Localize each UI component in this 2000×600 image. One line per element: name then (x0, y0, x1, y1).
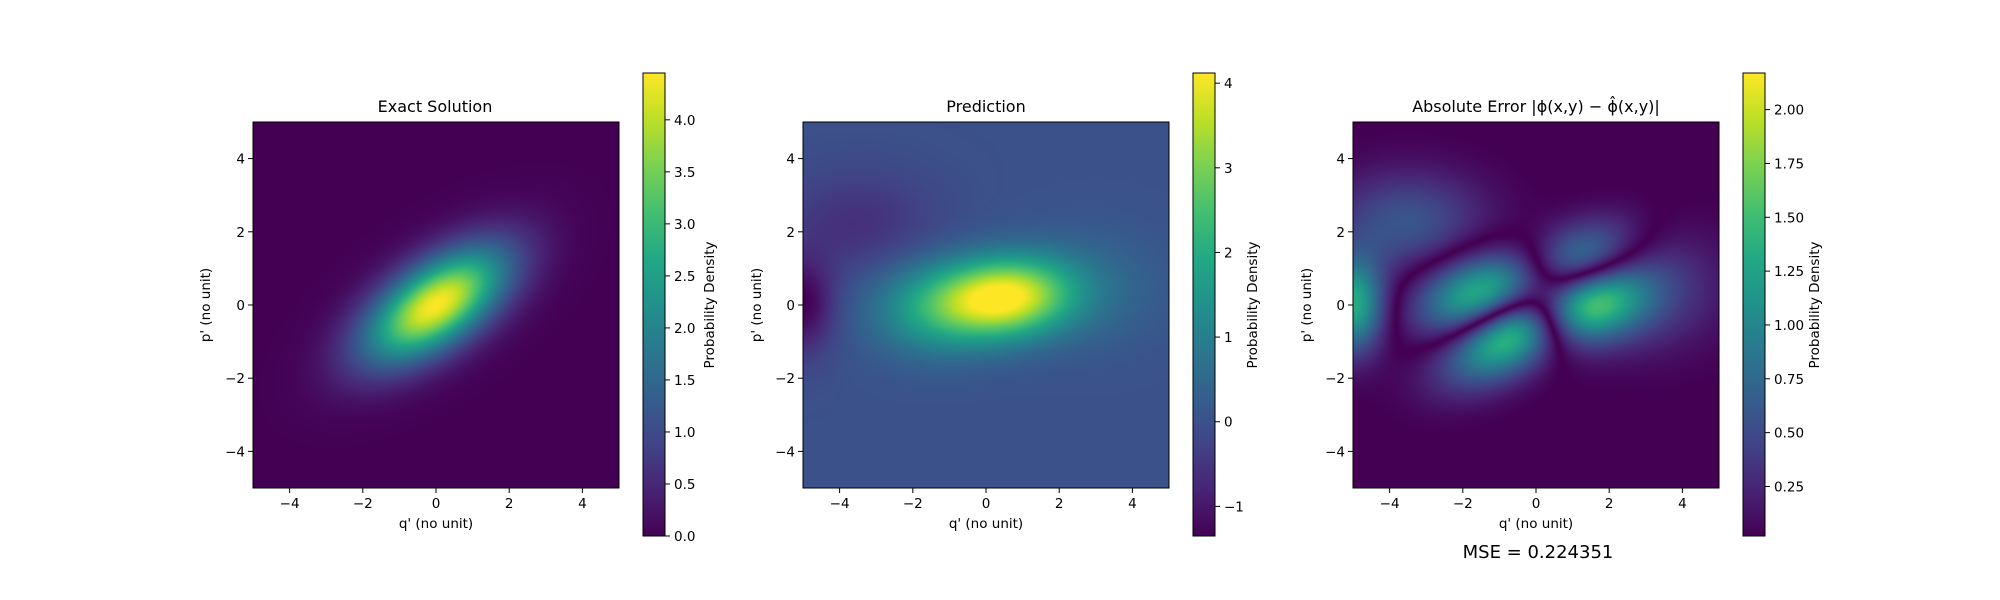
panel-title: Absolute Error |ϕ(x,y) − ϕ̂(x,y)| (1412, 96, 1660, 116)
panel-title: Exact Solution (378, 97, 493, 116)
colorbar-tick-label: 1.25 (1774, 264, 1804, 280)
colorbar-ticks: 0.0 0.5 1.0 1.5 2.0 2.5 3.0 3.5 4.0 (665, 113, 695, 545)
y-tick-label: −4 (775, 444, 795, 460)
colorbar-tick-label: 0.5 (674, 477, 695, 493)
x-tick-label: −4 (280, 496, 300, 512)
colorbar-label: Probability Density (1807, 242, 1823, 369)
x-tick-label: 2 (505, 496, 514, 512)
y-tick-label: 4 (1336, 152, 1345, 168)
x-tick-label: 0 (1532, 496, 1541, 512)
x-tick-label: −4 (830, 496, 850, 512)
y-tick-label: −2 (1325, 371, 1345, 387)
colorbar-tick-label: 1.75 (1774, 156, 1804, 172)
colorbar-tick-label: 1.5 (674, 373, 695, 389)
y-tick-label: 2 (786, 225, 795, 241)
panel-absolute-error: Absolute Error |ϕ(x,y) − ϕ̂(x,y)| −4 −2 0 2… (1299, 72, 1823, 563)
y-tick-label: 0 (786, 298, 795, 314)
heatmap-image (253, 122, 619, 488)
colorbar-tick-label: 0.50 (1774, 426, 1804, 442)
colorbar-ticks: 0.25 0.50 0.75 1.00 1.25 1.50 1.75 2.00 (1765, 103, 1804, 495)
heatmap-image (803, 122, 1169, 488)
x-tick-label: −2 (903, 496, 923, 512)
panel-title: Prediction (946, 97, 1025, 116)
y-tick-label: 2 (236, 225, 245, 241)
y-tick-label: 2 (1336, 225, 1345, 241)
heatmap-image (1353, 122, 1719, 488)
colorbar-tick-label: 0 (1224, 415, 1233, 431)
colorbar-tick-label: 2.5 (674, 269, 695, 285)
y-tick-label: 4 (786, 152, 795, 168)
colorbar-tick-label: 1.0 (674, 425, 695, 441)
y-tick-label: −2 (775, 371, 795, 387)
y-axis-label: p' (no unit) (749, 268, 765, 342)
x-tick-label: 4 (578, 496, 587, 512)
colorbar-tick-label: 3.5 (674, 165, 695, 181)
x-tick-label: −2 (353, 496, 373, 512)
x-tick-label: 4 (1128, 496, 1137, 512)
colorbar-tick-label: 0.75 (1774, 372, 1804, 388)
x-tick-label: 2 (1055, 496, 1064, 512)
y-axis-label: p' (no unit) (198, 268, 214, 342)
x-axis-label: q' (no unit) (1499, 516, 1573, 532)
y-tick-label: 0 (1336, 298, 1345, 314)
colorbar-label: Probability Density (1245, 242, 1261, 369)
axis-ticks: −4 −2 0 2 4 −4 −2 0 2 4 (1325, 152, 1687, 512)
mse-annotation: MSE = 0.224351 (1463, 542, 1614, 563)
x-tick-label: 2 (1605, 496, 1614, 512)
colorbar (642, 72, 666, 537)
y-tick-label: 4 (236, 152, 245, 168)
y-tick-label: −2 (225, 371, 245, 387)
panel-exact-solution: Exact Solution −4 −2 0 2 4 −4 −2 0 2 4 q' (no uni… (198, 72, 718, 545)
x-tick-label: 4 (1678, 496, 1687, 512)
colorbar-tick-label: 2.00 (1774, 103, 1804, 119)
y-tick-label: −4 (225, 444, 245, 460)
colorbar-tick-label: 2 (1224, 245, 1233, 261)
x-axis-label: q' (no unit) (949, 516, 1023, 532)
y-axis-label: p' (no unit) (1299, 268, 1315, 342)
axis-ticks: −4 −2 0 2 4 −4 −2 0 2 4 (775, 152, 1137, 512)
y-tick-label: −4 (1325, 444, 1345, 460)
colorbar-tick-label: 0.25 (1774, 479, 1804, 495)
x-tick-label: 0 (432, 496, 441, 512)
colorbar-tick-label: 3.0 (674, 217, 695, 233)
x-axis-label: q' (no unit) (399, 516, 473, 532)
colorbar-ticks: −1 0 1 2 3 4 (1215, 76, 1244, 515)
colorbar-tick-label: 1 (1224, 330, 1233, 346)
colorbar-tick-label: 0.0 (674, 529, 695, 545)
panel-prediction: Prediction −4 −2 0 2 4 −4 −2 0 2 4 q' (no unit) p… (749, 72, 1261, 537)
x-tick-label: −4 (1380, 496, 1400, 512)
colorbar-tick-label: 2.0 (674, 321, 695, 337)
colorbar-tick-label: −1 (1224, 499, 1244, 515)
colorbar-tick-label: 1.00 (1774, 318, 1804, 334)
colorbar-tick-label: 4.0 (674, 113, 695, 129)
axis-ticks: −4 −2 0 2 4 −4 −2 0 2 4 (225, 152, 587, 512)
y-tick-label: 0 (236, 298, 245, 314)
x-tick-label: −2 (1453, 496, 1473, 512)
x-tick-label: 0 (982, 496, 991, 512)
colorbar-label: Probability Density (702, 242, 718, 369)
colorbar-tick-label: 3 (1224, 161, 1233, 177)
colorbar (1192, 72, 1216, 537)
colorbar-tick-label: 1.50 (1774, 210, 1804, 226)
colorbar (1742, 72, 1766, 537)
colorbar-tick-label: 4 (1224, 76, 1233, 92)
